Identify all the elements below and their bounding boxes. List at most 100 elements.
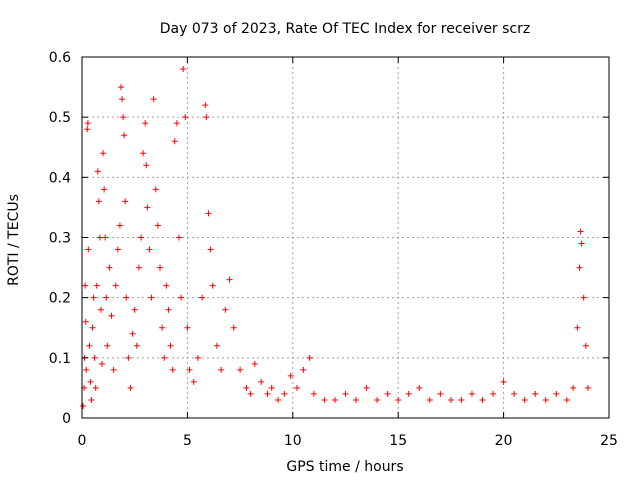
data-point: [281, 390, 288, 397]
data-point: [150, 96, 157, 103]
data-point: [112, 282, 119, 289]
data-point: [122, 198, 129, 205]
y-tick-label: 0.4: [49, 170, 71, 186]
data-point: [490, 390, 497, 397]
data-point: [125, 354, 132, 361]
data-point: [268, 384, 275, 391]
data-point: [202, 102, 209, 109]
data-points: [80, 66, 591, 409]
data-point: [563, 396, 570, 403]
x-tick-label: 5: [183, 433, 192, 449]
data-point: [582, 342, 589, 349]
data-point: [363, 384, 370, 391]
y-tick-label: 0.5: [49, 110, 71, 126]
data-point: [576, 264, 583, 271]
y-tick-label: 0.1: [49, 351, 71, 367]
data-point: [86, 342, 93, 349]
data-point: [264, 390, 271, 397]
data-point: [95, 198, 102, 205]
data-point: [121, 132, 128, 139]
data-point: [140, 150, 147, 157]
data-point: [119, 96, 126, 103]
data-point: [135, 264, 142, 271]
x-tick-label: 0: [78, 433, 87, 449]
data-point: [96, 234, 103, 241]
data-point: [84, 120, 91, 127]
data-point: [167, 342, 174, 349]
data-point: [163, 282, 170, 289]
data-point: [511, 390, 518, 397]
data-point: [199, 294, 206, 301]
data-point: [85, 246, 92, 253]
data-point: [247, 390, 254, 397]
data-point: [165, 306, 172, 313]
x-tick-label: 15: [389, 433, 407, 449]
data-point: [251, 360, 258, 367]
data-point: [93, 282, 100, 289]
data-point: [458, 396, 465, 403]
data-point: [89, 324, 96, 331]
data-point: [331, 396, 338, 403]
data-point: [180, 66, 187, 73]
data-point: [173, 120, 180, 127]
y-tick-label: 0: [62, 411, 71, 427]
data-point: [142, 120, 149, 127]
data-point: [287, 372, 294, 379]
data-point: [222, 306, 229, 313]
data-point: [156, 264, 163, 271]
data-point: [243, 384, 250, 391]
data-point: [447, 396, 454, 403]
data-point: [138, 234, 145, 241]
data-point: [275, 396, 282, 403]
data-point: [146, 246, 153, 253]
data-point: [374, 396, 381, 403]
y-tick-label: 0.6: [49, 50, 71, 66]
x-tick-label: 10: [284, 433, 302, 449]
data-point: [205, 210, 212, 217]
data-point: [92, 384, 99, 391]
data-point: [110, 366, 117, 373]
data-point: [353, 396, 360, 403]
data-point: [574, 324, 581, 331]
grid-lines: [82, 57, 609, 418]
data-point: [321, 396, 328, 403]
data-point: [542, 396, 549, 403]
data-point: [169, 366, 176, 373]
data-point: [144, 204, 151, 211]
plot-frame: [81, 56, 610, 419]
data-point: [100, 150, 107, 157]
data-point: [87, 378, 94, 385]
data-point: [133, 342, 140, 349]
data-point: [294, 384, 301, 391]
data-point: [97, 306, 104, 313]
data-point: [178, 294, 185, 301]
data-point: [532, 390, 539, 397]
data-point: [91, 354, 98, 361]
data-point: [479, 396, 486, 403]
data-point: [117, 84, 124, 91]
data-point: [182, 114, 189, 121]
data-point: [521, 396, 528, 403]
data-point: [209, 282, 216, 289]
axis-tick-labels: 0 5 10 15 20 25 0 0.1 0.2 0.3 0.4 0.5 0.6: [49, 50, 618, 449]
data-point: [237, 366, 244, 373]
data-point: [310, 390, 317, 397]
data-point: [159, 324, 166, 331]
data-point: [88, 396, 95, 403]
data-point: [230, 324, 237, 331]
data-point: [384, 390, 391, 397]
data-point: [468, 390, 475, 397]
chart-title: Day 073 of 2023, Rate Of TEC Index for r…: [160, 21, 530, 37]
data-point: [171, 138, 178, 145]
data-point: [129, 330, 136, 337]
data-point: [500, 378, 507, 385]
data-point: [553, 390, 560, 397]
data-point: [114, 246, 121, 253]
data-point: [577, 228, 584, 235]
data-point: [82, 282, 89, 289]
data-point: [226, 276, 233, 283]
data-point: [190, 378, 197, 385]
data-point: [108, 312, 115, 319]
data-point: [116, 222, 123, 229]
